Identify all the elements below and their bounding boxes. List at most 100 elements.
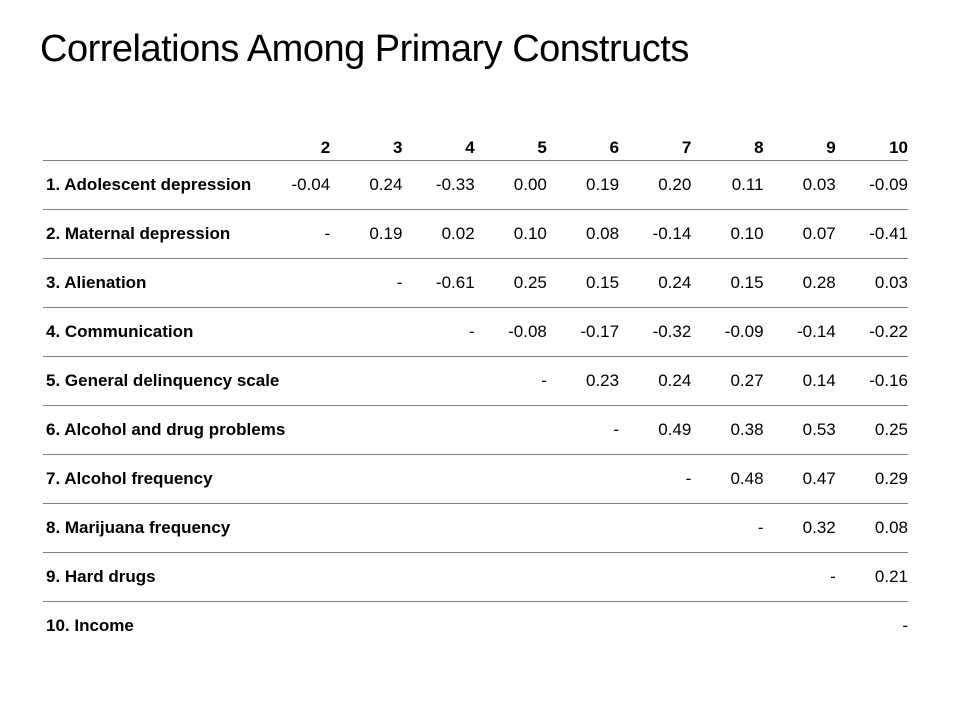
correlation-cell [475,602,547,651]
correlation-cell [402,356,475,406]
correlation-cell: 0.32 [763,503,836,553]
correlation-cell [330,602,402,651]
correlation-table: 2 3 4 5 6 7 8 9 10 1. Adolescent depression -0.04… [43,130,908,650]
row-label: 5. General delinquency scale [43,356,279,406]
correlation-cell: - [546,405,620,455]
correlation-cell: 0.08 [546,209,620,259]
row-label: 7. Alcohol frequency [43,454,258,504]
correlation-cell [330,552,403,602]
correlation-cell: 0.24 [619,356,692,406]
correlation-cell: -0.09 [691,307,764,357]
column-header-3: 3 [330,130,403,161]
column-header-9: 9 [763,130,836,161]
column-header-5: 5 [474,130,547,161]
correlation-cell [330,454,403,504]
correlation-cell: 0.11 [691,160,764,210]
table-row: 10. Income - [43,602,908,651]
column-header-6: 6 [546,130,620,161]
correlation-cell [258,552,331,602]
table-row: 6. Alcohol and drug problems -0.49 0.38 0.5… [43,405,908,455]
correlation-cell: - [902,616,908,635]
correlation-cell: - [763,552,836,602]
correlation-cell: 0.07 [763,209,836,259]
correlation-cell: - [619,454,692,504]
correlation-cell: 0.10 [691,209,764,259]
correlation-cell: 0.48 [691,454,764,504]
correlation-cell: -0.14 [619,209,692,259]
table-header: 2 3 4 5 6 7 8 9 10 [43,130,908,161]
correlation-cell [619,552,692,602]
correlation-cell [402,454,475,504]
correlation-cell [691,552,764,602]
correlation-cell: -0.61 [402,258,475,308]
correlation-cell [330,307,403,357]
correlation-cell: - [474,356,547,406]
correlation-cell: 0.28 [763,258,836,308]
table-row: 7. Alcohol frequency -0.48 0.47 0.29 [43,454,908,504]
correlation-cell [258,258,331,308]
column-header-label [43,130,258,161]
correlation-cell [546,503,620,553]
correlation-cell [402,503,475,553]
column-header-10: 10 [835,130,908,161]
row-label: 6. Alcohol and drug problems [43,405,285,455]
correlation-cell [546,454,620,504]
table-row: 5. General delinquency scale -0.23 0.24 0.2… [43,356,908,406]
table-row: 8. Marijuana frequency -0.32 0.08 [43,503,908,553]
correlation-cell [330,405,403,455]
correlation-cell: 0.53 [763,405,836,455]
correlation-cell: -0.17 [546,307,620,357]
correlation-cell: 0.49 [619,405,692,455]
correlation-cell: 0.24 [619,258,692,308]
correlation-cell [546,552,620,602]
correlation-cell: 0.29 [835,454,908,504]
correlation-cell: 0.25 [835,405,908,455]
correlation-cell [619,602,691,651]
correlation-cell [258,602,330,651]
correlation-cell [402,552,475,602]
table-row: 2. Maternal depression -0.19 0.02 0.10 0.08-… [43,209,908,259]
correlation-cell: 0.23 [546,356,620,406]
correlation-cell: - [402,307,475,357]
correlation-cell: -0.32 [619,307,692,357]
correlation-cell: 0.47 [763,454,836,504]
table-row: 4. Communication - -0.08 -0.17 -0.32 -0.09 -0.… [43,307,908,357]
correlation-cell: 0.21 [835,552,908,602]
table-row: 9. Hard drugs -0.21 [43,552,908,602]
correlation-cell: -0.08 [474,307,547,357]
correlation-cell: 0.27 [691,356,764,406]
row-label: 8. Marijuana frequency [43,503,258,553]
row-label: 3. Alienation [43,258,258,308]
column-header-2: 2 [258,130,331,161]
correlation-cell: 0.24 [330,160,403,210]
row-label: 9. Hard drugs [43,552,258,602]
correlation-cell: 0.03 [763,160,836,210]
correlation-cell: -0.22 [835,307,908,357]
correlation-cell: - [330,258,403,308]
correlation-cell: 0.15 [546,258,620,308]
table-body: 1. Adolescent depression -0.04 0.24 -0.33 0.… [43,160,908,651]
correlation-cell: -0.33 [402,160,475,210]
correlation-cell: -0.16 [835,356,908,406]
correlation-cell: -0.09 [835,160,908,210]
table-row: 3. Alienation - -0.61 0.25 0.15 0.24 0.15 0.28 0… [43,258,908,308]
correlation-cell [547,602,619,651]
correlation-cell: 0.00 [474,160,547,210]
correlation-cell: 0.02 [402,209,475,259]
correlation-cell: 0.25 [474,258,547,308]
correlation-cell: -0.04 [258,160,331,210]
correlation-cell: 0.14 [763,356,836,406]
row-label: 10. Income [46,616,134,635]
correlation-cell: 0.38 [691,405,764,455]
column-header-8: 8 [691,130,764,161]
correlation-cell: - [258,209,331,259]
correlation-cell: 0.19 [546,160,620,210]
correlation-cell: - [691,503,764,553]
correlation-cell [474,503,547,553]
table-row: 1. Adolescent depression -0.04 0.24 -0.33 0.… [43,160,908,210]
correlation-cell: 0.10 [474,209,547,259]
correlation-cell [764,602,836,651]
row-label: 2. Maternal depression [43,209,258,259]
correlation-cell [258,307,331,357]
correlation-cell [474,552,547,602]
